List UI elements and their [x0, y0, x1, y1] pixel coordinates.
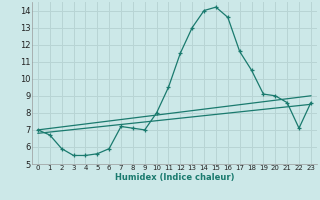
X-axis label: Humidex (Indice chaleur): Humidex (Indice chaleur) [115, 173, 234, 182]
